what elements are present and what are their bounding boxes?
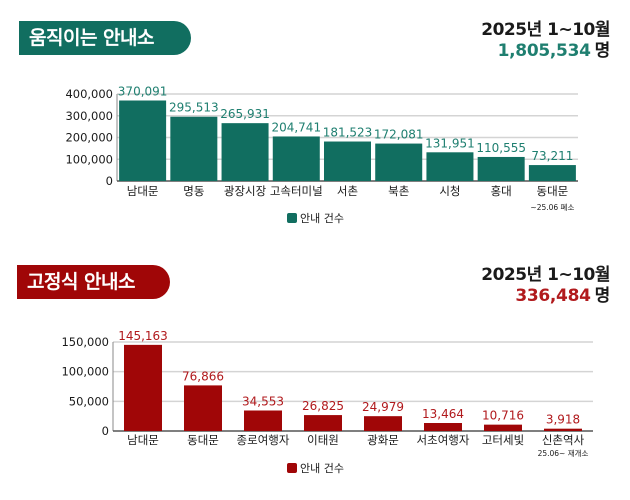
category-label: 홍대 bbox=[491, 184, 512, 198]
bar-value-label: 34,553 bbox=[242, 394, 284, 408]
bar bbox=[119, 100, 167, 181]
bar bbox=[184, 385, 222, 431]
y-tick-label: 100,000 bbox=[61, 365, 109, 379]
y-tick-label: 50,000 bbox=[69, 394, 109, 408]
bar bbox=[124, 344, 162, 431]
bar bbox=[484, 424, 522, 431]
y-tick-label: 200,000 bbox=[65, 131, 113, 145]
fixed-total-unit: 명 bbox=[594, 286, 611, 306]
category-label: 고터세빛 bbox=[482, 433, 524, 447]
bar bbox=[244, 410, 282, 431]
fixed-total: 336,484 명 bbox=[481, 286, 610, 307]
bar bbox=[477, 156, 525, 181]
fixed-total-value: 336,484 bbox=[515, 286, 591, 306]
mobile-info-center-chart: 0 100,000 200,000 300,000 400,000 370,091 남대문 2… bbox=[65, 85, 578, 225]
category-label: 남대문 bbox=[127, 433, 159, 447]
legend-label: 안내 건수 bbox=[300, 212, 344, 225]
y-tick-label: 0 bbox=[102, 424, 109, 438]
fixed-info-center-chart: 0 50,000 100,000 150,000 145,163 남대문 76,866 동대문… bbox=[61, 329, 593, 475]
bar bbox=[544, 428, 582, 431]
category-annotation: ~25.06 폐소 bbox=[530, 202, 574, 212]
mobile-period-label: 2025년 1~10월 bbox=[481, 20, 610, 40]
fixed-info-center-summary: 2025년 1~10월 336,484 명 bbox=[481, 265, 610, 307]
y-tick-label: 0 bbox=[106, 174, 113, 188]
mobile-info-center-summary: 2025년 1~10월 1,805,534 명 bbox=[481, 20, 610, 62]
bar bbox=[424, 423, 462, 431]
bar-value-label: 370,091 bbox=[118, 85, 168, 99]
y-tick-label: 150,000 bbox=[61, 335, 109, 349]
fixed-period-label: 2025년 1~10월 bbox=[481, 265, 610, 285]
bar-value-label: 295,513 bbox=[169, 101, 219, 115]
bar-value-label: 131,951 bbox=[425, 136, 475, 150]
mobile-total-unit: 명 bbox=[594, 41, 611, 61]
category-label: 서초여행자 bbox=[417, 433, 470, 447]
bar bbox=[364, 416, 402, 431]
bar-value-label: 13,464 bbox=[422, 407, 464, 421]
bar bbox=[221, 123, 269, 181]
bar-value-label: 3,918 bbox=[546, 413, 580, 427]
bar bbox=[426, 152, 474, 181]
bar-value-label: 10,716 bbox=[482, 409, 524, 423]
category-label: 북촌 bbox=[388, 184, 409, 198]
bar-value-label: 76,866 bbox=[182, 369, 224, 383]
mobile-total-value: 1,805,534 bbox=[497, 41, 591, 61]
category-label: 서촌 bbox=[337, 184, 358, 198]
category-label: 광화문 bbox=[367, 433, 399, 447]
bar bbox=[304, 415, 342, 431]
mobile-info-center-title: 움직이는 안내소 bbox=[19, 21, 191, 55]
category-label: 남대문 bbox=[127, 184, 159, 198]
bar bbox=[170, 116, 218, 181]
bar bbox=[272, 136, 320, 181]
bar bbox=[375, 143, 423, 181]
category-label: 동대문 bbox=[187, 433, 219, 447]
bar-value-label: 110,555 bbox=[476, 141, 526, 155]
legend-swatch bbox=[287, 463, 297, 473]
bar-value-label: 181,523 bbox=[323, 126, 373, 140]
bar bbox=[528, 165, 576, 181]
bar-value-label: 26,825 bbox=[302, 399, 344, 413]
legend-label: 안내 건수 bbox=[300, 462, 344, 475]
category-annotation: 25.06~ 재개소 bbox=[538, 448, 589, 458]
category-label: 종로여행자 bbox=[237, 433, 290, 447]
bar bbox=[324, 141, 371, 181]
legend-swatch bbox=[287, 213, 297, 223]
y-tick-label: 400,000 bbox=[65, 87, 113, 101]
category-label: 광장시장 bbox=[224, 184, 267, 198]
mobile-total: 1,805,534 명 bbox=[481, 41, 611, 62]
bar-value-label: 24,979 bbox=[362, 400, 404, 414]
category-label: 고속터미널 bbox=[270, 184, 323, 198]
category-label: 동대문 bbox=[537, 184, 569, 198]
bar-value-label: 265,931 bbox=[220, 107, 270, 121]
category-label: 시청 bbox=[439, 184, 460, 198]
y-tick-label: 300,000 bbox=[65, 109, 113, 123]
category-label: 이태원 bbox=[307, 433, 339, 447]
category-label: 명동 bbox=[183, 184, 204, 198]
fixed-info-center-title: 고정식 안내소 bbox=[17, 265, 170, 299]
bar-value-label: 73,211 bbox=[531, 149, 573, 163]
bar-value-label: 204,741 bbox=[271, 120, 321, 134]
bar-value-label: 172,081 bbox=[374, 128, 424, 142]
y-tick-label: 100,000 bbox=[65, 152, 113, 166]
bar-value-label: 145,163 bbox=[118, 329, 168, 343]
category-label: 신촌역사 bbox=[542, 433, 585, 447]
